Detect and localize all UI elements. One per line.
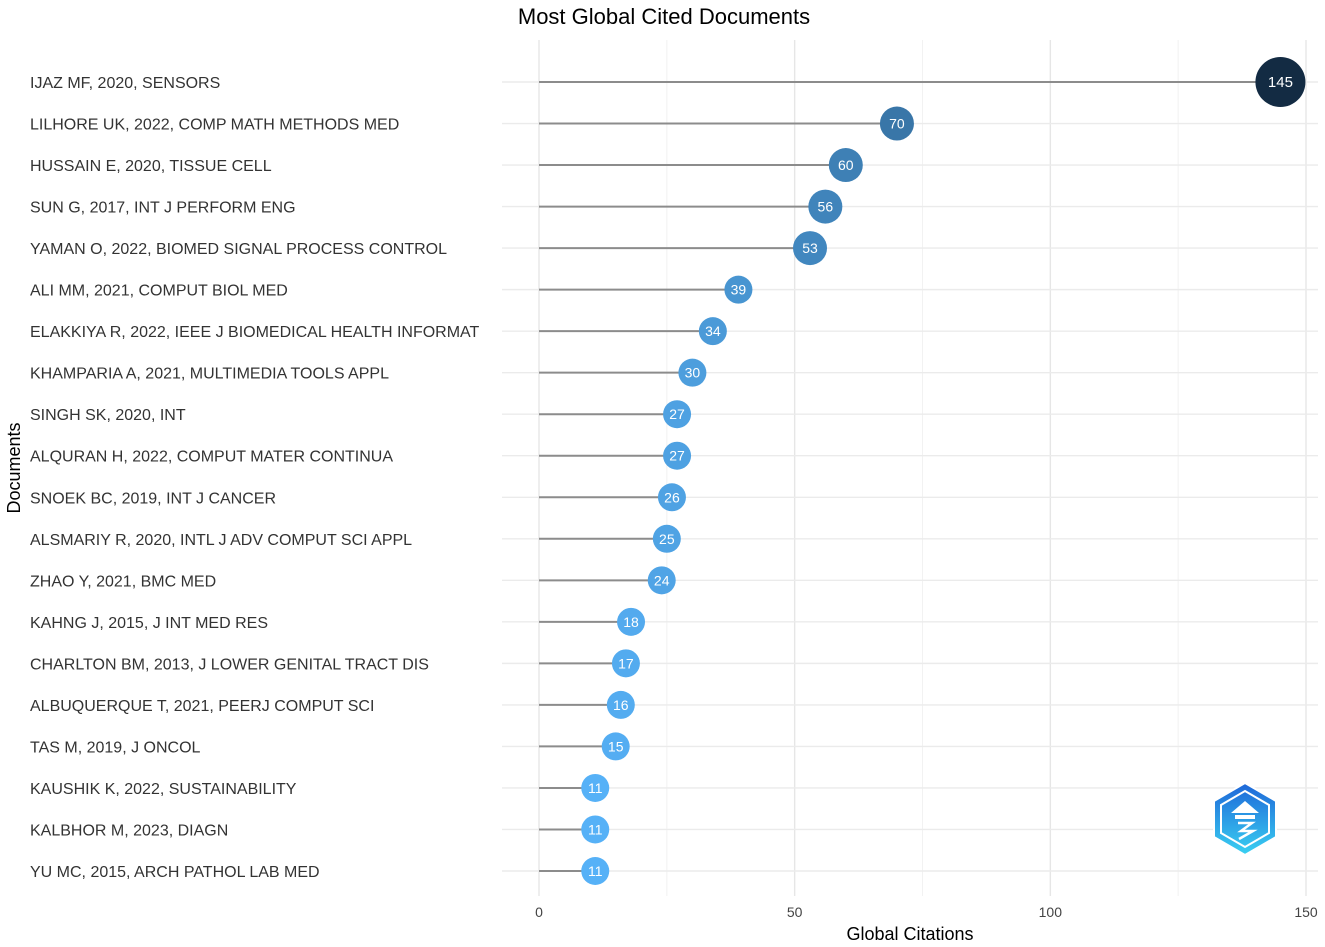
lollipop-dot xyxy=(652,524,681,553)
category-label: SUN G, 2017, INT J PERFORM ENG xyxy=(30,200,296,217)
lollipop-dot xyxy=(617,607,646,636)
lollipop-stems xyxy=(539,81,1281,872)
data-label: 11 xyxy=(588,780,603,796)
category-label: ALBUQUERQUE T, 2021, PEERJ COMPUT SCI xyxy=(30,698,374,715)
y-axis-title: Documents xyxy=(4,422,24,513)
lollipop-dot xyxy=(611,649,640,678)
x-axis-title: Global Citations xyxy=(846,924,973,944)
category-labels: IJAZ MF, 2020, SENSORS LILHORE UK, 2022, … xyxy=(30,75,480,881)
data-label: 24 xyxy=(654,572,670,588)
x-tick-label: 0 xyxy=(535,904,543,920)
lollipop-dot xyxy=(793,231,828,266)
lollipop-dot xyxy=(601,732,630,761)
data-label: 70 xyxy=(889,116,905,132)
lollipop-dot xyxy=(663,441,692,470)
data-label: 17 xyxy=(618,655,634,671)
lollipop-dot xyxy=(678,358,707,387)
data-label: 53 xyxy=(802,240,818,256)
lollipop-dot xyxy=(606,690,635,719)
lollipop-dot xyxy=(581,857,610,885)
data-label: 145 xyxy=(1268,74,1293,91)
category-label: HUSSAIN E, 2020, TISSUE CELL xyxy=(30,158,272,175)
lollipop-dot xyxy=(879,106,914,141)
category-label: TAS M, 2019, J ONCOL xyxy=(30,739,201,756)
lollipop-dot xyxy=(581,773,610,802)
category-label: ELAKKIYA R, 2022, IEEE J BIOMEDICAL HEAL… xyxy=(30,324,480,341)
data-label: 11 xyxy=(588,863,603,879)
lollipop-dot xyxy=(581,815,610,844)
category-label: KALBHOR M, 2023, DIAGN xyxy=(30,822,228,839)
data-label: 11 xyxy=(588,821,603,837)
grid xyxy=(502,40,1318,896)
category-label: YAMAN O, 2022, BIOMED SIGNAL PROCESS CON… xyxy=(30,241,447,258)
x-tick-label: 50 xyxy=(787,904,803,920)
watermark-logo xyxy=(1213,781,1277,857)
data-label: 15 xyxy=(608,738,624,754)
data-label: 39 xyxy=(731,282,747,298)
data-label: 26 xyxy=(664,489,680,505)
category-label: SNOEK BC, 2019, INT J CANCER xyxy=(30,490,276,507)
data-label: 16 xyxy=(613,697,629,713)
category-label: YU MC, 2015, ARCH PATHOL LAB MED xyxy=(30,864,320,881)
x-tick-label: 150 xyxy=(1294,904,1318,920)
category-label: CHARLTON BM, 2013, J LOWER GENITAL TRACT… xyxy=(30,656,429,673)
chart-title: Most Global Cited Documents xyxy=(518,4,810,29)
category-label: IJAZ MF, 2020, SENSORS xyxy=(30,75,220,92)
lollipop-dot xyxy=(698,317,727,346)
lollipop-dot xyxy=(808,189,843,224)
category-label: ALI MM, 2021, COMPUT BIOL MED xyxy=(30,283,288,300)
data-label: 27 xyxy=(669,448,685,464)
data-label: 34 xyxy=(705,323,721,339)
category-label: LILHORE UK, 2022, COMP MATH METHODS MED xyxy=(30,117,399,134)
category-label: SINGH SK, 2020, INT xyxy=(30,407,186,424)
data-label: 60 xyxy=(838,157,854,173)
category-label: KHAMPARIA A, 2021, MULTIMEDIA TOOLS APPL xyxy=(30,366,389,383)
category-label: KAHNG J, 2015, J INT MED RES xyxy=(30,615,268,632)
category-label: KAUSHIK K, 2022, SUSTAINABILITY xyxy=(30,781,297,798)
data-label: 56 xyxy=(818,199,834,215)
data-label: 18 xyxy=(623,614,639,630)
lollipop-dot xyxy=(657,483,686,512)
category-label: ALQURAN H, 2022, COMPUT MATER CONTINUA xyxy=(30,449,393,466)
lollipop-dot xyxy=(1255,57,1306,107)
x-tick-labels: 0 50 100 150 xyxy=(535,904,1318,920)
data-label: 27 xyxy=(669,406,685,422)
lollipop-dots: 145 70 60 56 53 39 34 30 27 27 26 25 24 18 17 16 15 11 11 1… xyxy=(581,57,1306,885)
data-label: 30 xyxy=(685,365,701,381)
lollipop-dot xyxy=(828,148,863,183)
category-label: ALSMARIY R, 2020, INTL J ADV COMPUT SCI … xyxy=(30,532,412,549)
lollipop-dot xyxy=(663,400,692,429)
lollipop-dot xyxy=(647,566,676,595)
lollipop-dot xyxy=(724,275,753,304)
data-label: 25 xyxy=(659,531,675,547)
category-label: ZHAO Y, 2021, BMC MED xyxy=(30,573,216,590)
x-tick-label: 100 xyxy=(1039,904,1063,920)
